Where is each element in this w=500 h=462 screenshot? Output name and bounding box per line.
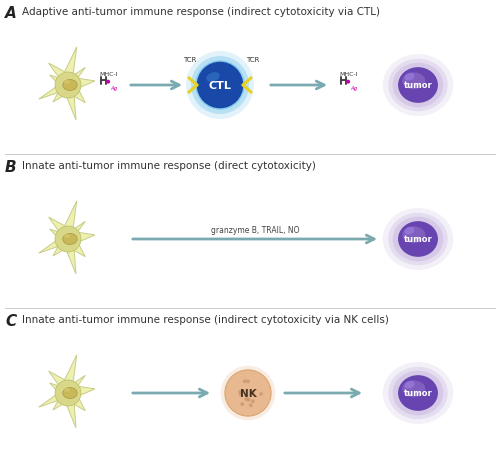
Ellipse shape xyxy=(392,63,444,107)
Circle shape xyxy=(225,370,271,416)
Ellipse shape xyxy=(398,221,438,257)
Circle shape xyxy=(238,390,242,394)
Ellipse shape xyxy=(63,79,77,91)
Ellipse shape xyxy=(404,73,414,80)
Ellipse shape xyxy=(404,227,414,235)
Text: Adaptive anti-tumor immune response (indirect cytotoxicity via CTL): Adaptive anti-tumor immune response (ind… xyxy=(22,7,380,17)
Text: MHC-I: MHC-I xyxy=(100,72,118,77)
Text: B: B xyxy=(5,160,16,175)
Ellipse shape xyxy=(382,208,454,270)
Circle shape xyxy=(244,397,248,401)
Circle shape xyxy=(238,392,242,396)
Ellipse shape xyxy=(398,375,438,411)
Circle shape xyxy=(259,392,263,396)
Circle shape xyxy=(196,61,244,109)
Ellipse shape xyxy=(64,234,70,238)
Text: Innate anti-tumor immune response (direct cytotoxicity): Innate anti-tumor immune response (direc… xyxy=(22,161,316,171)
Circle shape xyxy=(220,366,276,420)
Circle shape xyxy=(246,398,250,402)
Ellipse shape xyxy=(402,226,425,243)
Circle shape xyxy=(243,379,246,383)
Circle shape xyxy=(346,79,350,84)
Ellipse shape xyxy=(382,362,454,424)
Circle shape xyxy=(240,391,244,395)
Ellipse shape xyxy=(392,371,444,415)
Polygon shape xyxy=(38,355,95,428)
Ellipse shape xyxy=(63,233,77,244)
Circle shape xyxy=(191,56,249,114)
Circle shape xyxy=(106,79,110,84)
Circle shape xyxy=(250,390,254,394)
Ellipse shape xyxy=(388,367,448,419)
Text: tumor: tumor xyxy=(404,389,432,399)
Text: Ag: Ag xyxy=(110,85,117,91)
Text: Ag: Ag xyxy=(350,85,357,91)
Ellipse shape xyxy=(388,59,448,111)
Text: tumor: tumor xyxy=(404,81,432,91)
Ellipse shape xyxy=(392,217,444,261)
Ellipse shape xyxy=(388,213,448,265)
Circle shape xyxy=(240,402,244,406)
Ellipse shape xyxy=(382,54,454,116)
Text: MHC-I: MHC-I xyxy=(340,72,358,77)
Text: TCR: TCR xyxy=(246,57,260,63)
Text: A: A xyxy=(5,6,17,21)
Ellipse shape xyxy=(64,388,70,392)
Ellipse shape xyxy=(402,73,425,89)
Text: TCR: TCR xyxy=(184,57,196,63)
Circle shape xyxy=(55,380,81,406)
Text: C: C xyxy=(5,314,16,329)
Circle shape xyxy=(251,400,255,403)
Circle shape xyxy=(249,403,252,407)
Ellipse shape xyxy=(63,388,77,399)
Circle shape xyxy=(186,51,254,119)
Circle shape xyxy=(55,226,81,252)
Polygon shape xyxy=(38,201,95,274)
Ellipse shape xyxy=(64,80,70,84)
Text: CTL: CTL xyxy=(208,81,232,91)
Circle shape xyxy=(55,72,81,98)
Text: granzyme B, TRAIL, NO: granzyme B, TRAIL, NO xyxy=(211,226,299,235)
Text: NK: NK xyxy=(240,389,256,399)
Ellipse shape xyxy=(398,67,438,103)
Ellipse shape xyxy=(206,72,220,82)
Circle shape xyxy=(246,379,250,383)
Ellipse shape xyxy=(404,381,414,389)
Text: tumor: tumor xyxy=(404,236,432,244)
Polygon shape xyxy=(38,47,95,120)
Text: Innate anti-tumor immune response (indirect cytotoxicity via NK cells): Innate anti-tumor immune response (indir… xyxy=(22,315,389,325)
Ellipse shape xyxy=(402,380,425,397)
